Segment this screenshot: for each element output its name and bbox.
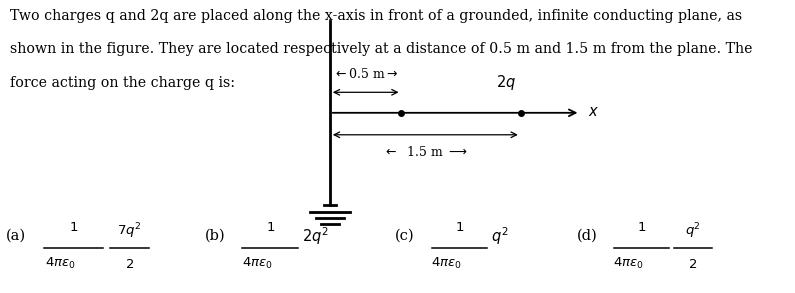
Text: force acting on the charge q is:: force acting on the charge q is: [10, 76, 235, 90]
Text: $1$: $1$ [68, 221, 78, 234]
Text: $2q^2$: $2q^2$ [302, 225, 329, 247]
Text: $q^2$: $q^2$ [491, 225, 508, 247]
Text: $1$: $1$ [637, 221, 646, 234]
Text: (c): (c) [395, 229, 415, 243]
Text: $q^2$: $q^2$ [684, 221, 700, 241]
Text: $4\pi\varepsilon_0$: $4\pi\varepsilon_0$ [432, 256, 462, 271]
Text: (a): (a) [6, 229, 26, 243]
Text: $4\pi\varepsilon_0$: $4\pi\varepsilon_0$ [45, 256, 76, 271]
Text: (d): (d) [576, 229, 597, 243]
Text: $2q$: $2q$ [496, 73, 517, 92]
Text: Two charges q and 2q are placed along the x-axis in front of a grounded, infinit: Two charges q and 2q are placed along th… [10, 9, 743, 23]
Text: $\leftarrow$  1.5 m $\longrightarrow$: $\leftarrow$ 1.5 m $\longrightarrow$ [383, 145, 467, 159]
Text: $4\pi\varepsilon_0$: $4\pi\varepsilon_0$ [242, 256, 273, 271]
Text: $\leftarrow$0.5 m$\rightarrow$: $\leftarrow$0.5 m$\rightarrow$ [333, 67, 398, 81]
Text: (b): (b) [205, 229, 226, 243]
Text: $1$: $1$ [455, 221, 464, 234]
Text: $7q^2$: $7q^2$ [118, 221, 142, 241]
Text: $x$: $x$ [588, 105, 599, 119]
Text: $4\pi\varepsilon_0$: $4\pi\varepsilon_0$ [614, 256, 644, 271]
Text: shown in the figure. They are located respectively at a distance of 0.5 m and 1.: shown in the figure. They are located re… [10, 42, 753, 57]
Text: $1$: $1$ [266, 221, 275, 234]
Text: $2$: $2$ [688, 258, 697, 271]
Text: $2$: $2$ [125, 258, 134, 271]
